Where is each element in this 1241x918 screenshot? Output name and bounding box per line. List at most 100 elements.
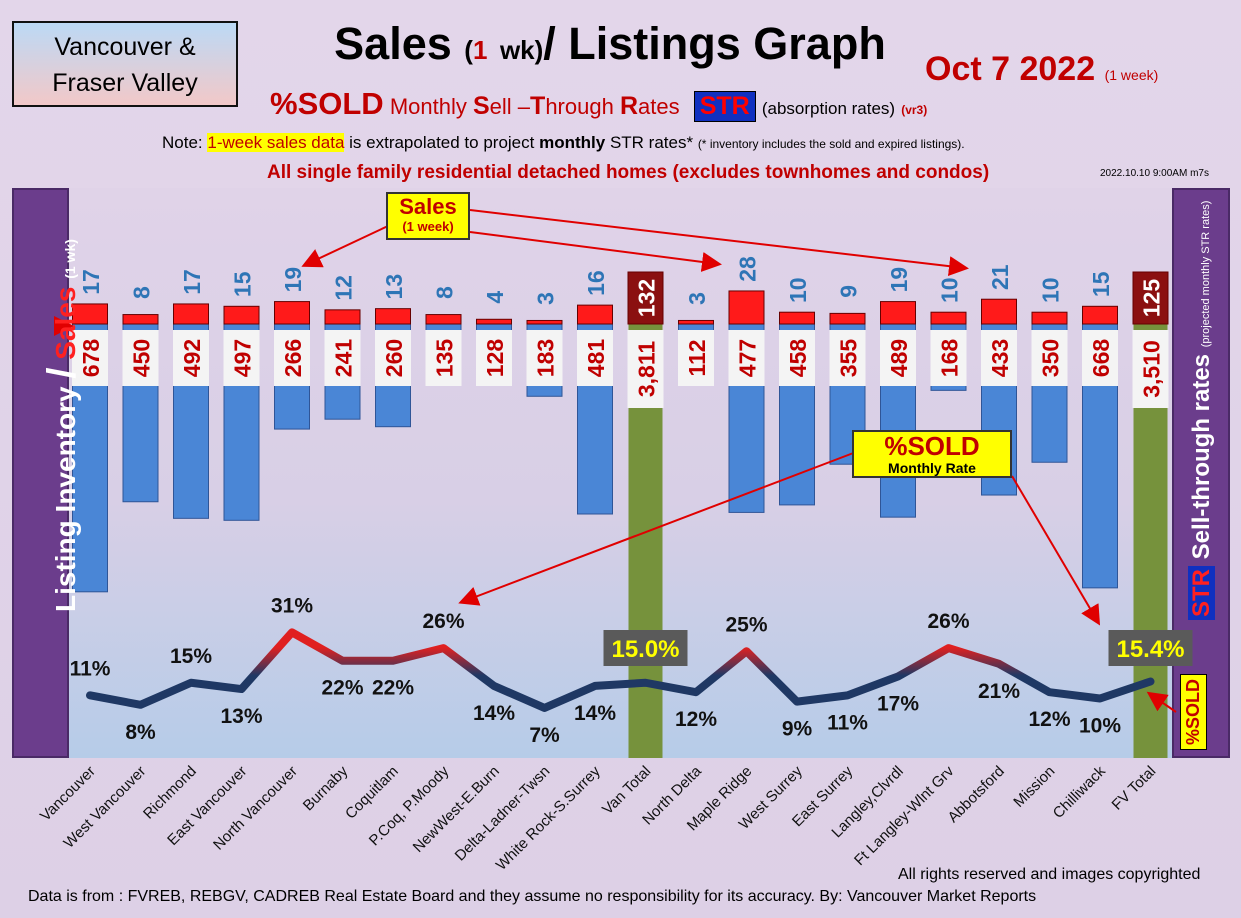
title-paren-num: 1 <box>472 35 488 65</box>
sold-callout-sub: Monthly Rate <box>888 460 976 476</box>
listing-value-label: 355 <box>836 339 862 378</box>
listing-label-bg <box>829 330 866 386</box>
listing-value-label: 668 <box>1088 339 1114 378</box>
sales-bar <box>678 319 714 325</box>
listing-value-label: 183 <box>533 339 559 377</box>
listing-label-bg <box>375 330 411 386</box>
str-value-label: 22% <box>321 677 363 700</box>
listing-value-label: 3,510 <box>1139 340 1165 398</box>
category-label: NewWest-E.Burn <box>410 763 503 856</box>
sales-value-label: 8 <box>129 286 155 299</box>
date-note: (1 week) <box>1104 67 1159 83</box>
str-value-label: 10% <box>1079 715 1121 738</box>
str-value-label: 13% <box>220 705 262 728</box>
listing-label-bg <box>728 330 765 386</box>
sales-value-label: 10 <box>937 277 963 303</box>
listing-label-bg <box>1082 330 1118 386</box>
listing-label-bg <box>1132 330 1169 408</box>
listing-label-bg <box>526 330 563 386</box>
category-label: Ft Langley-Wlnt Grv <box>851 762 958 869</box>
subtitle-rates: ates <box>638 94 680 119</box>
region-line-2: Fraser Valley <box>52 69 198 97</box>
sales-arrow-2 <box>469 231 722 272</box>
str-value-label: 12% <box>675 708 717 731</box>
listing-label-bg <box>880 330 916 386</box>
category-label: Delta-Ladner-Twsn <box>452 763 554 865</box>
sales-bar <box>1031 311 1068 325</box>
listing-label-bg <box>627 330 664 408</box>
sales-value-label: 19 <box>280 267 306 293</box>
str-value-label: 17% <box>877 692 919 715</box>
sales-arrow-3 <box>469 209 969 277</box>
listing-label-bg <box>122 330 159 386</box>
str-value-label: 7% <box>529 724 560 747</box>
listing-label-bg <box>476 330 512 386</box>
sales-value-label: 15 <box>230 271 256 297</box>
str-value-label: 8% <box>125 721 156 744</box>
sold-side-tag: %SOLD <box>1180 673 1207 750</box>
sales-value-label: 21 <box>987 264 1013 290</box>
sales-bar <box>981 298 1017 325</box>
sales-arrow-1 <box>301 225 389 268</box>
sales-bar <box>627 271 664 325</box>
listing-value-label: 266 <box>280 339 306 377</box>
listing-label-bg <box>779 330 815 386</box>
sales-value-label: 3 <box>533 292 559 305</box>
sales-value-label: 125 <box>1139 279 1165 318</box>
str-value-label: 12% <box>1028 708 1070 731</box>
subtitle-version: (vr3) <box>901 103 928 117</box>
sales-bar <box>173 303 209 325</box>
sold-arrow-2 <box>1011 475 1101 626</box>
sales-bar <box>779 311 815 325</box>
listing-value-label: 128 <box>482 339 508 378</box>
str-value-label: 26% <box>927 610 969 633</box>
note-prefix: Note: <box>162 133 203 152</box>
note-highlight: 1-week sales data <box>207 133 345 152</box>
listing-value-label: 3,811 <box>634 341 660 397</box>
region-label-box: Vancouver & Fraser Valley <box>12 21 238 107</box>
sales-bar <box>1082 305 1118 325</box>
str-total-label: 15.0% <box>611 636 679 663</box>
listing-label-bg <box>274 330 310 386</box>
subtitle-monthly: Monthly <box>389 94 467 119</box>
subtitle-r: R <box>619 92 639 120</box>
str-value-label: 22% <box>372 677 414 700</box>
listing-value-label: 477 <box>735 339 761 377</box>
sales-value-label: 132 <box>634 279 660 317</box>
sold-arrow-3 <box>1146 691 1177 713</box>
listing-value-label: 489 <box>886 339 912 377</box>
title-main: Sales <box>334 18 452 69</box>
region-line-1: Vancouver & <box>54 33 196 61</box>
listing-value-label: 241 <box>331 339 357 378</box>
sold-callout: %SOLD Monthly Rate <box>852 430 1012 478</box>
title-paren-wk: wk) <box>499 35 544 65</box>
listing-label-bg <box>1031 330 1068 386</box>
subtitle: %SOLD Monthly Sell –Through Rates STR (a… <box>270 86 927 122</box>
subtitle-absorption: (absorption rates) <box>761 99 896 118</box>
sales-value-label: 9 <box>836 285 862 298</box>
listing-label-bg <box>223 330 260 386</box>
left-axis-title: Listing Inventory / Sales (1 wk) <box>40 239 85 612</box>
str-value-label: 26% <box>422 610 464 633</box>
sold-arrow-1 <box>458 451 857 606</box>
title-paren-open: ( <box>464 35 473 65</box>
right-axis-main: Sell-through rates <box>1188 353 1215 560</box>
listing-label-bg <box>577 330 613 386</box>
source-footer: Data is from : FVREB, REBGV, CADREB Real… <box>28 888 1037 905</box>
left-axis-band <box>12 188 69 758</box>
date-value: Oct 7 2022 <box>925 50 1096 88</box>
listing-value-label: 497 <box>230 339 256 377</box>
sales-callout-title: Sales <box>399 194 457 219</box>
sales-value-label: 3 <box>684 292 710 305</box>
listing-label-bg <box>425 330 462 386</box>
str-value-label: 9% <box>782 718 813 741</box>
str-value-label: 11% <box>70 657 111 680</box>
str-total-label-bg <box>603 630 688 666</box>
left-axis-sales: Sales <box>50 286 81 360</box>
sales-bar <box>72 303 108 325</box>
sales-bar <box>425 314 462 325</box>
listing-value-label: 260 <box>381 339 407 377</box>
note-small: (* inventory includes the sold and expir… <box>697 137 965 151</box>
subtitle-sold: %SOLD <box>270 86 384 121</box>
